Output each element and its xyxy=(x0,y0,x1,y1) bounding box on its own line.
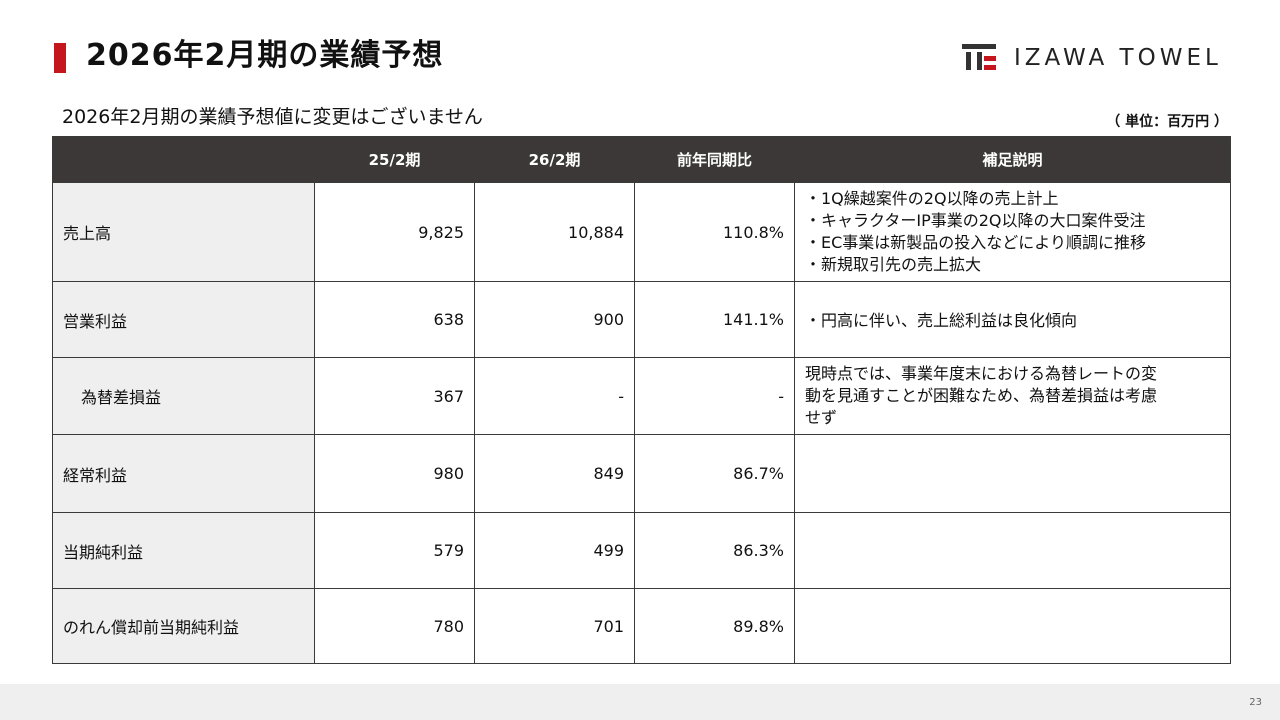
table-row: 売上高 9,825 10,884 110.8% ・1Q繰越案件の2Q以降の売上計… xyxy=(52,182,1231,282)
cell-note xyxy=(794,512,1231,589)
cell-note: 現時点では、事業年度末における為替レートの変 動を見通すことが困難なため、為替差… xyxy=(794,357,1231,435)
cell-fy25: 9,825 xyxy=(314,182,475,282)
cell-note xyxy=(794,588,1231,664)
table-row: 当期純利益 579 499 86.3% xyxy=(52,512,1231,589)
row-label: 売上高 xyxy=(52,182,315,282)
cell-fy25: 980 xyxy=(314,434,475,513)
cell-fy26: 701 xyxy=(474,588,635,664)
cell-fy25: 638 xyxy=(314,281,475,358)
cell-note: ・円高に伴い、売上総利益は良化傾向 xyxy=(794,281,1231,358)
title-accent-bar xyxy=(54,43,66,73)
cell-yoy: 86.7% xyxy=(634,434,795,513)
cell-yoy: 141.1% xyxy=(634,281,795,358)
cell-fy25: 367 xyxy=(314,357,475,435)
logo-mark-icon xyxy=(962,42,996,74)
column-header: 前年同期比 xyxy=(634,136,795,183)
footer-bar: 23 xyxy=(0,684,1280,720)
note-line: ・1Q繰越案件の2Q以降の売上計上 xyxy=(805,189,1059,208)
cell-fy26: 900 xyxy=(474,281,635,358)
row-label: 営業利益 xyxy=(52,281,315,358)
row-label: 経常利益 xyxy=(52,434,315,513)
cell-yoy: 86.3% xyxy=(634,512,795,589)
table-row: 営業利益 638 900 141.1% ・円高に伴い、売上総利益は良化傾向 xyxy=(52,281,1231,358)
note-line: 動を見通すことが困難なため、為替差損益は考慮 xyxy=(805,386,1158,405)
company-logo: IZAWA TOWEL xyxy=(962,40,1222,76)
cell-yoy: 110.8% xyxy=(634,182,795,282)
page-number: 23 xyxy=(1249,697,1262,708)
unit-label: （ 単位：百万円 ） xyxy=(1106,114,1228,130)
logo-text: IZAWA TOWEL xyxy=(1014,45,1222,71)
cell-fy25: 579 xyxy=(314,512,475,589)
note-line: ・新規取引先の売上拡大 xyxy=(805,255,982,274)
row-label: のれん償却前当期純利益 xyxy=(52,588,315,664)
row-label: 為替差損益 xyxy=(52,357,315,435)
cell-fy26: 10,884 xyxy=(474,182,635,282)
page-title: 2026年2月期の業績予想 xyxy=(86,38,444,73)
note-line: ・キャラクターIP事業の2Q以降の大口案件受注 xyxy=(805,211,1146,230)
table-row: 為替差損益 367 - - 現時点では、事業年度末における為替レートの変 動を見… xyxy=(52,357,1231,435)
table-header-row: 25/2期 26/2期 前年同期比 補足説明 xyxy=(52,136,1231,183)
note-line: ・円高に伴い、売上総利益は良化傾向 xyxy=(805,311,1078,330)
forecast-table: 25/2期 26/2期 前年同期比 補足説明 売上高 9,825 10,884 … xyxy=(52,136,1231,664)
cell-note xyxy=(794,434,1231,513)
column-header: 25/2期 xyxy=(314,136,475,183)
column-header: 26/2期 xyxy=(474,136,635,183)
column-header xyxy=(52,136,315,183)
cell-yoy: 89.8% xyxy=(634,588,795,664)
note-line: せず xyxy=(805,408,838,427)
table-row: のれん償却前当期純利益 780 701 89.8% xyxy=(52,588,1231,664)
cell-fy25: 780 xyxy=(314,588,475,664)
cell-fy26: 499 xyxy=(474,512,635,589)
note-line: 現時点では、事業年度末における為替レートの変 xyxy=(805,364,1158,383)
cell-note: ・1Q繰越案件の2Q以降の売上計上 ・キャラクターIP事業の2Q以降の大口案件受… xyxy=(794,182,1231,282)
cell-fy26: 849 xyxy=(474,434,635,513)
cell-fy26: - xyxy=(474,357,635,435)
column-header: 補足説明 xyxy=(794,136,1231,183)
cell-yoy: - xyxy=(634,357,795,435)
note-line: ・EC事業は新製品の投入などにより順調に推移 xyxy=(805,233,1146,252)
row-label: 当期純利益 xyxy=(52,512,315,589)
table-row: 経常利益 980 849 86.7% xyxy=(52,434,1231,513)
subtitle: 2026年2月期の業績予想値に変更はございません xyxy=(62,106,483,128)
